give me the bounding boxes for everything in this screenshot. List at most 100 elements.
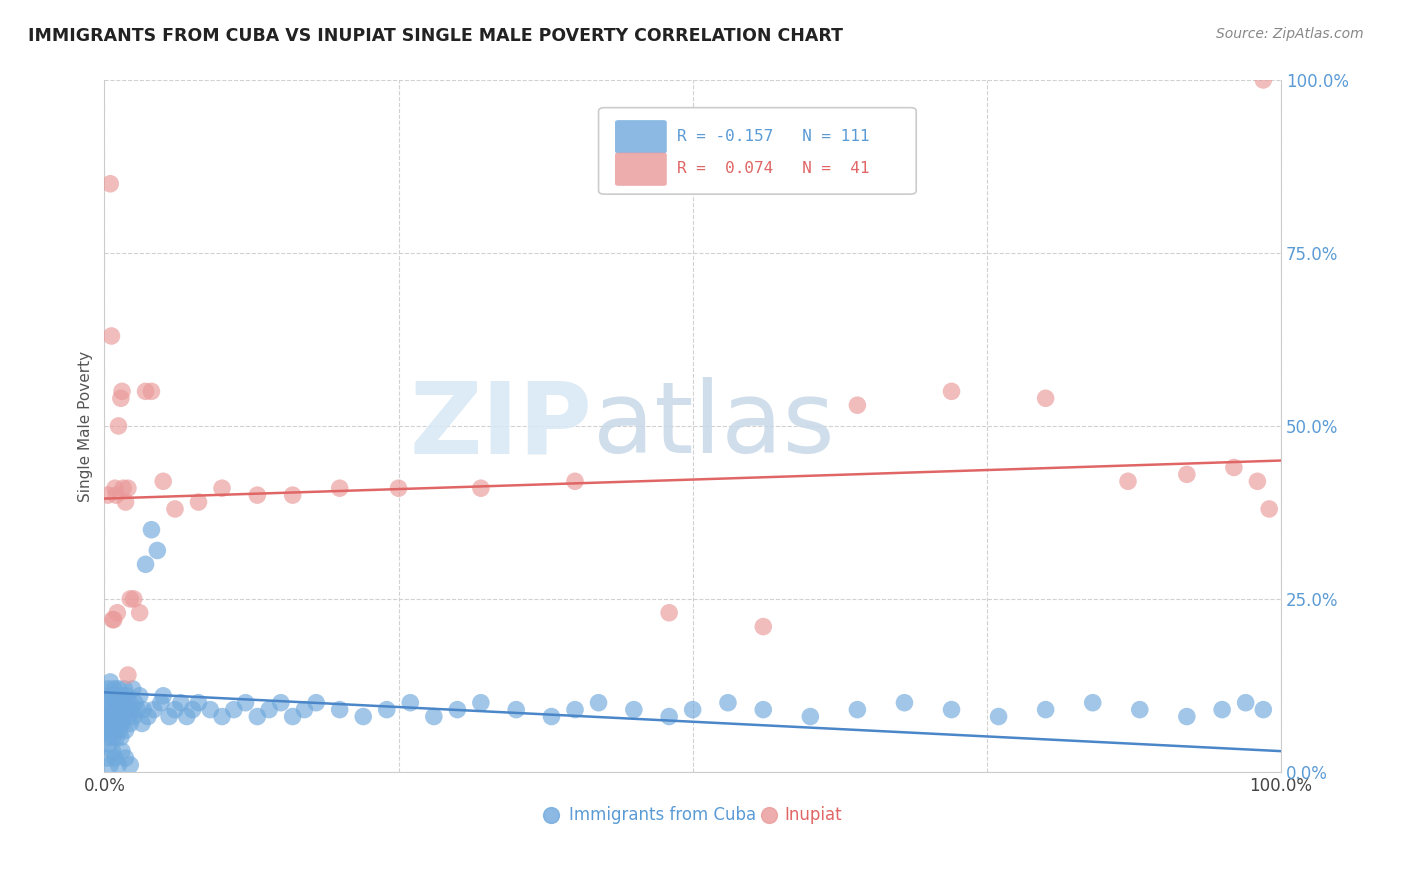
Point: [1234, 696, 1257, 710]
Text: Inupiat: Inupiat: [785, 805, 842, 824]
Point: [110, 391, 132, 405]
Point: [141, 523, 163, 537]
FancyBboxPatch shape: [614, 120, 666, 153]
Point: [128, 689, 150, 703]
Point: [107, 419, 129, 434]
Point: [211, 709, 233, 723]
Point: [107, 758, 129, 772]
Point: [257, 703, 280, 717]
Point: [101, 731, 124, 745]
Point: [170, 696, 193, 710]
Point: [98, 709, 121, 723]
Point: [105, 709, 128, 723]
Point: [1116, 475, 1139, 489]
Point: [623, 703, 645, 717]
Point: [114, 495, 136, 509]
Point: [101, 709, 124, 723]
Point: [122, 709, 145, 723]
Point: [375, 703, 398, 717]
Point: [120, 703, 142, 717]
Point: [281, 709, 304, 723]
Point: [105, 488, 128, 502]
Point: [136, 709, 159, 723]
Point: [246, 488, 269, 502]
Point: [103, 696, 125, 710]
Point: [658, 606, 681, 620]
Point: [101, 744, 124, 758]
Point: [120, 716, 142, 731]
Point: [1035, 391, 1057, 405]
Text: ZIP: ZIP: [409, 377, 593, 475]
Point: [107, 681, 129, 696]
Point: [235, 696, 257, 710]
Point: [97, 723, 120, 738]
Point: [97, 751, 120, 765]
Point: [111, 744, 134, 758]
Point: [200, 703, 222, 717]
Point: [846, 703, 869, 717]
Point: [96, 696, 118, 710]
Point: [1035, 703, 1057, 717]
Point: [423, 709, 446, 723]
Point: [124, 696, 146, 710]
Point: [352, 709, 374, 723]
Point: [399, 696, 422, 710]
Point: [1223, 460, 1246, 475]
Point: [111, 703, 134, 717]
Point: [941, 703, 963, 717]
Point: [120, 758, 142, 772]
Point: [1246, 475, 1268, 489]
Point: [100, 716, 122, 731]
Point: [470, 696, 492, 710]
Point: [658, 709, 681, 723]
Point: [281, 488, 304, 502]
Point: [100, 703, 122, 717]
Point: [127, 703, 149, 717]
Point: [114, 703, 136, 717]
Point: [114, 751, 136, 765]
Point: [717, 696, 740, 710]
Point: [97, 703, 120, 717]
Point: [157, 709, 180, 723]
Point: [97, 488, 120, 502]
Point: [893, 696, 915, 710]
Point: [108, 723, 131, 738]
Point: [294, 703, 316, 717]
Point: [103, 681, 125, 696]
Point: [149, 696, 172, 710]
Point: [470, 481, 492, 495]
Point: [270, 696, 292, 710]
Point: [103, 716, 125, 731]
Point: [758, 807, 780, 822]
Point: [540, 709, 562, 723]
Point: [112, 696, 135, 710]
Point: [101, 613, 124, 627]
Point: [111, 384, 134, 399]
Point: [105, 731, 128, 745]
FancyBboxPatch shape: [599, 108, 917, 194]
Point: [96, 731, 118, 745]
Point: [117, 481, 139, 495]
Point: [135, 558, 157, 572]
Point: [1129, 703, 1152, 717]
Point: [305, 696, 328, 710]
Point: [752, 703, 775, 717]
Point: [1081, 696, 1104, 710]
Point: [103, 613, 125, 627]
Point: [799, 709, 821, 723]
Point: [181, 703, 204, 717]
Point: [110, 731, 132, 745]
Text: Immigrants from Cuba: Immigrants from Cuba: [569, 805, 756, 824]
Point: [121, 681, 143, 696]
Point: [112, 709, 135, 723]
Point: [100, 689, 122, 703]
Point: [564, 703, 586, 717]
Point: [104, 703, 127, 717]
Point: [152, 689, 174, 703]
Point: [114, 723, 136, 738]
Text: R =  0.074   N =  41: R = 0.074 N = 41: [678, 161, 870, 176]
Point: [118, 696, 141, 710]
Point: [505, 703, 527, 717]
Y-axis label: Single Male Poverty: Single Male Poverty: [79, 351, 93, 501]
Text: atlas: atlas: [593, 377, 834, 475]
